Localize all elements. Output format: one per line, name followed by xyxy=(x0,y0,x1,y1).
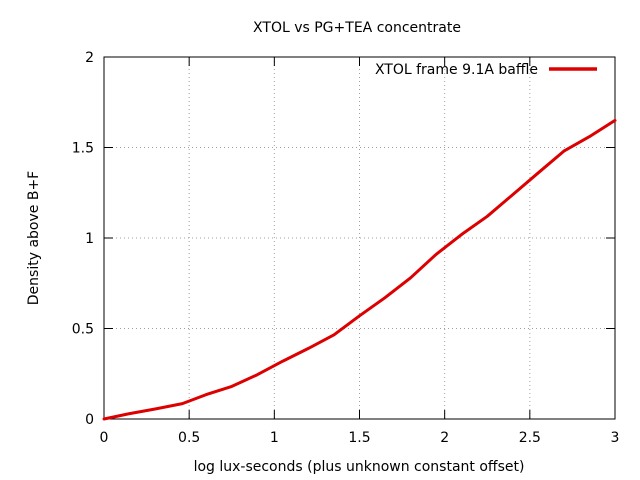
legend: XTOL frame 9.1A baffle xyxy=(375,62,597,78)
y-tick-label: 0.5 xyxy=(72,322,94,338)
series-line xyxy=(102,118,617,421)
x-tick-label: 2.5 xyxy=(519,430,541,446)
y-tick-label: 2 xyxy=(85,50,94,66)
y-tick-label: 1 xyxy=(85,231,94,247)
grid xyxy=(104,57,615,419)
x-axis-label: log lux-seconds (plus unknown constant o… xyxy=(194,459,525,475)
y-tick-label: 0 xyxy=(85,412,94,428)
series-layer xyxy=(102,118,617,421)
legend-label: XTOL frame 9.1A baffle xyxy=(375,62,538,78)
x-tick-label: 2 xyxy=(440,430,449,446)
x-tick-label: 1.5 xyxy=(348,430,370,446)
y-axis-label: Density above B+F xyxy=(26,171,42,305)
y-axis-ticks: 0 0.5 1 1.5 2 xyxy=(72,50,615,428)
x-tick-label: 0 xyxy=(100,430,109,446)
x-tick-label: 0.5 xyxy=(178,430,200,446)
y-tick-label: 1.5 xyxy=(72,141,94,157)
x-tick-label: 1 xyxy=(270,430,279,446)
x-axis-ticks: 0 0.5 1 1.5 2 2.5 3 xyxy=(100,57,620,446)
chart-title: XTOL vs PG+TEA concentrate xyxy=(253,20,461,36)
x-tick-label: 3 xyxy=(611,430,620,446)
